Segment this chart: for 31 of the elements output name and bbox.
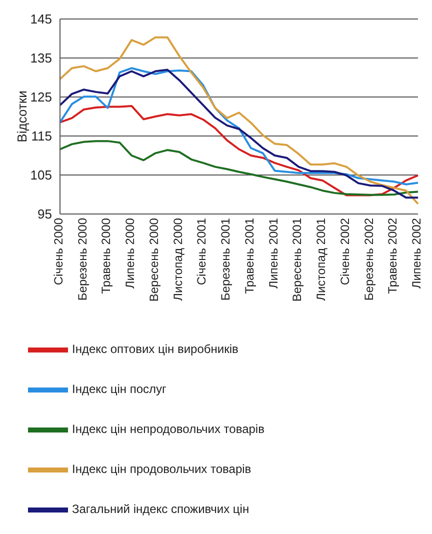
- x-tick-label: Січень 2000: [52, 218, 66, 286]
- x-tick-label: Листопад 2000: [170, 218, 185, 301]
- x-tick-label: Липень 2000: [123, 218, 138, 289]
- y-tick-label: 105: [30, 168, 52, 183]
- y-tick-label: 95: [38, 206, 52, 222]
- x-tick-label: Вересень 2000: [146, 218, 161, 302]
- y-tick-label: 145: [30, 12, 52, 27]
- legend-label: Індекс цін послуг: [72, 382, 166, 396]
- y-tick-label: 125: [30, 90, 52, 105]
- y-tick-label: 135: [30, 50, 52, 66]
- x-tick-label: Вересень 2001: [290, 218, 304, 302]
- x-tick-label: Травень 2000: [99, 218, 114, 294]
- y-axis-title: Відсотки: [14, 90, 30, 142]
- x-tick-label: Липень 2001: [266, 218, 280, 289]
- x-tick-label: Травень 2002: [386, 218, 400, 294]
- x-tick-label: Листопад 2001: [314, 218, 328, 301]
- x-tick-label: Січень 2001: [194, 218, 209, 286]
- line-series: [59, 104, 419, 196]
- legend-label: Індекс цін продовольчих товарів: [72, 462, 252, 476]
- x-tick-label: Березень 2002: [362, 218, 376, 301]
- x-tick-label: Січень 2002: [338, 218, 352, 286]
- x-tick-label: Березень 2000: [75, 218, 90, 301]
- line-series: [59, 140, 419, 196]
- legend-label: Індекс оптових цін виробників: [72, 342, 238, 356]
- line-series: [59, 36, 419, 205]
- legend-label: Загальний індекс споживчих цін: [72, 502, 250, 516]
- x-tick-label: Липень 2002: [410, 218, 424, 289]
- legend-label: Індекс цін непродовольчих товарів: [72, 422, 264, 436]
- x-tick-label: Травень 2001: [242, 218, 256, 294]
- x-tick-label: Березень 2001: [218, 218, 233, 301]
- y-tick-label: 115: [31, 128, 52, 144]
